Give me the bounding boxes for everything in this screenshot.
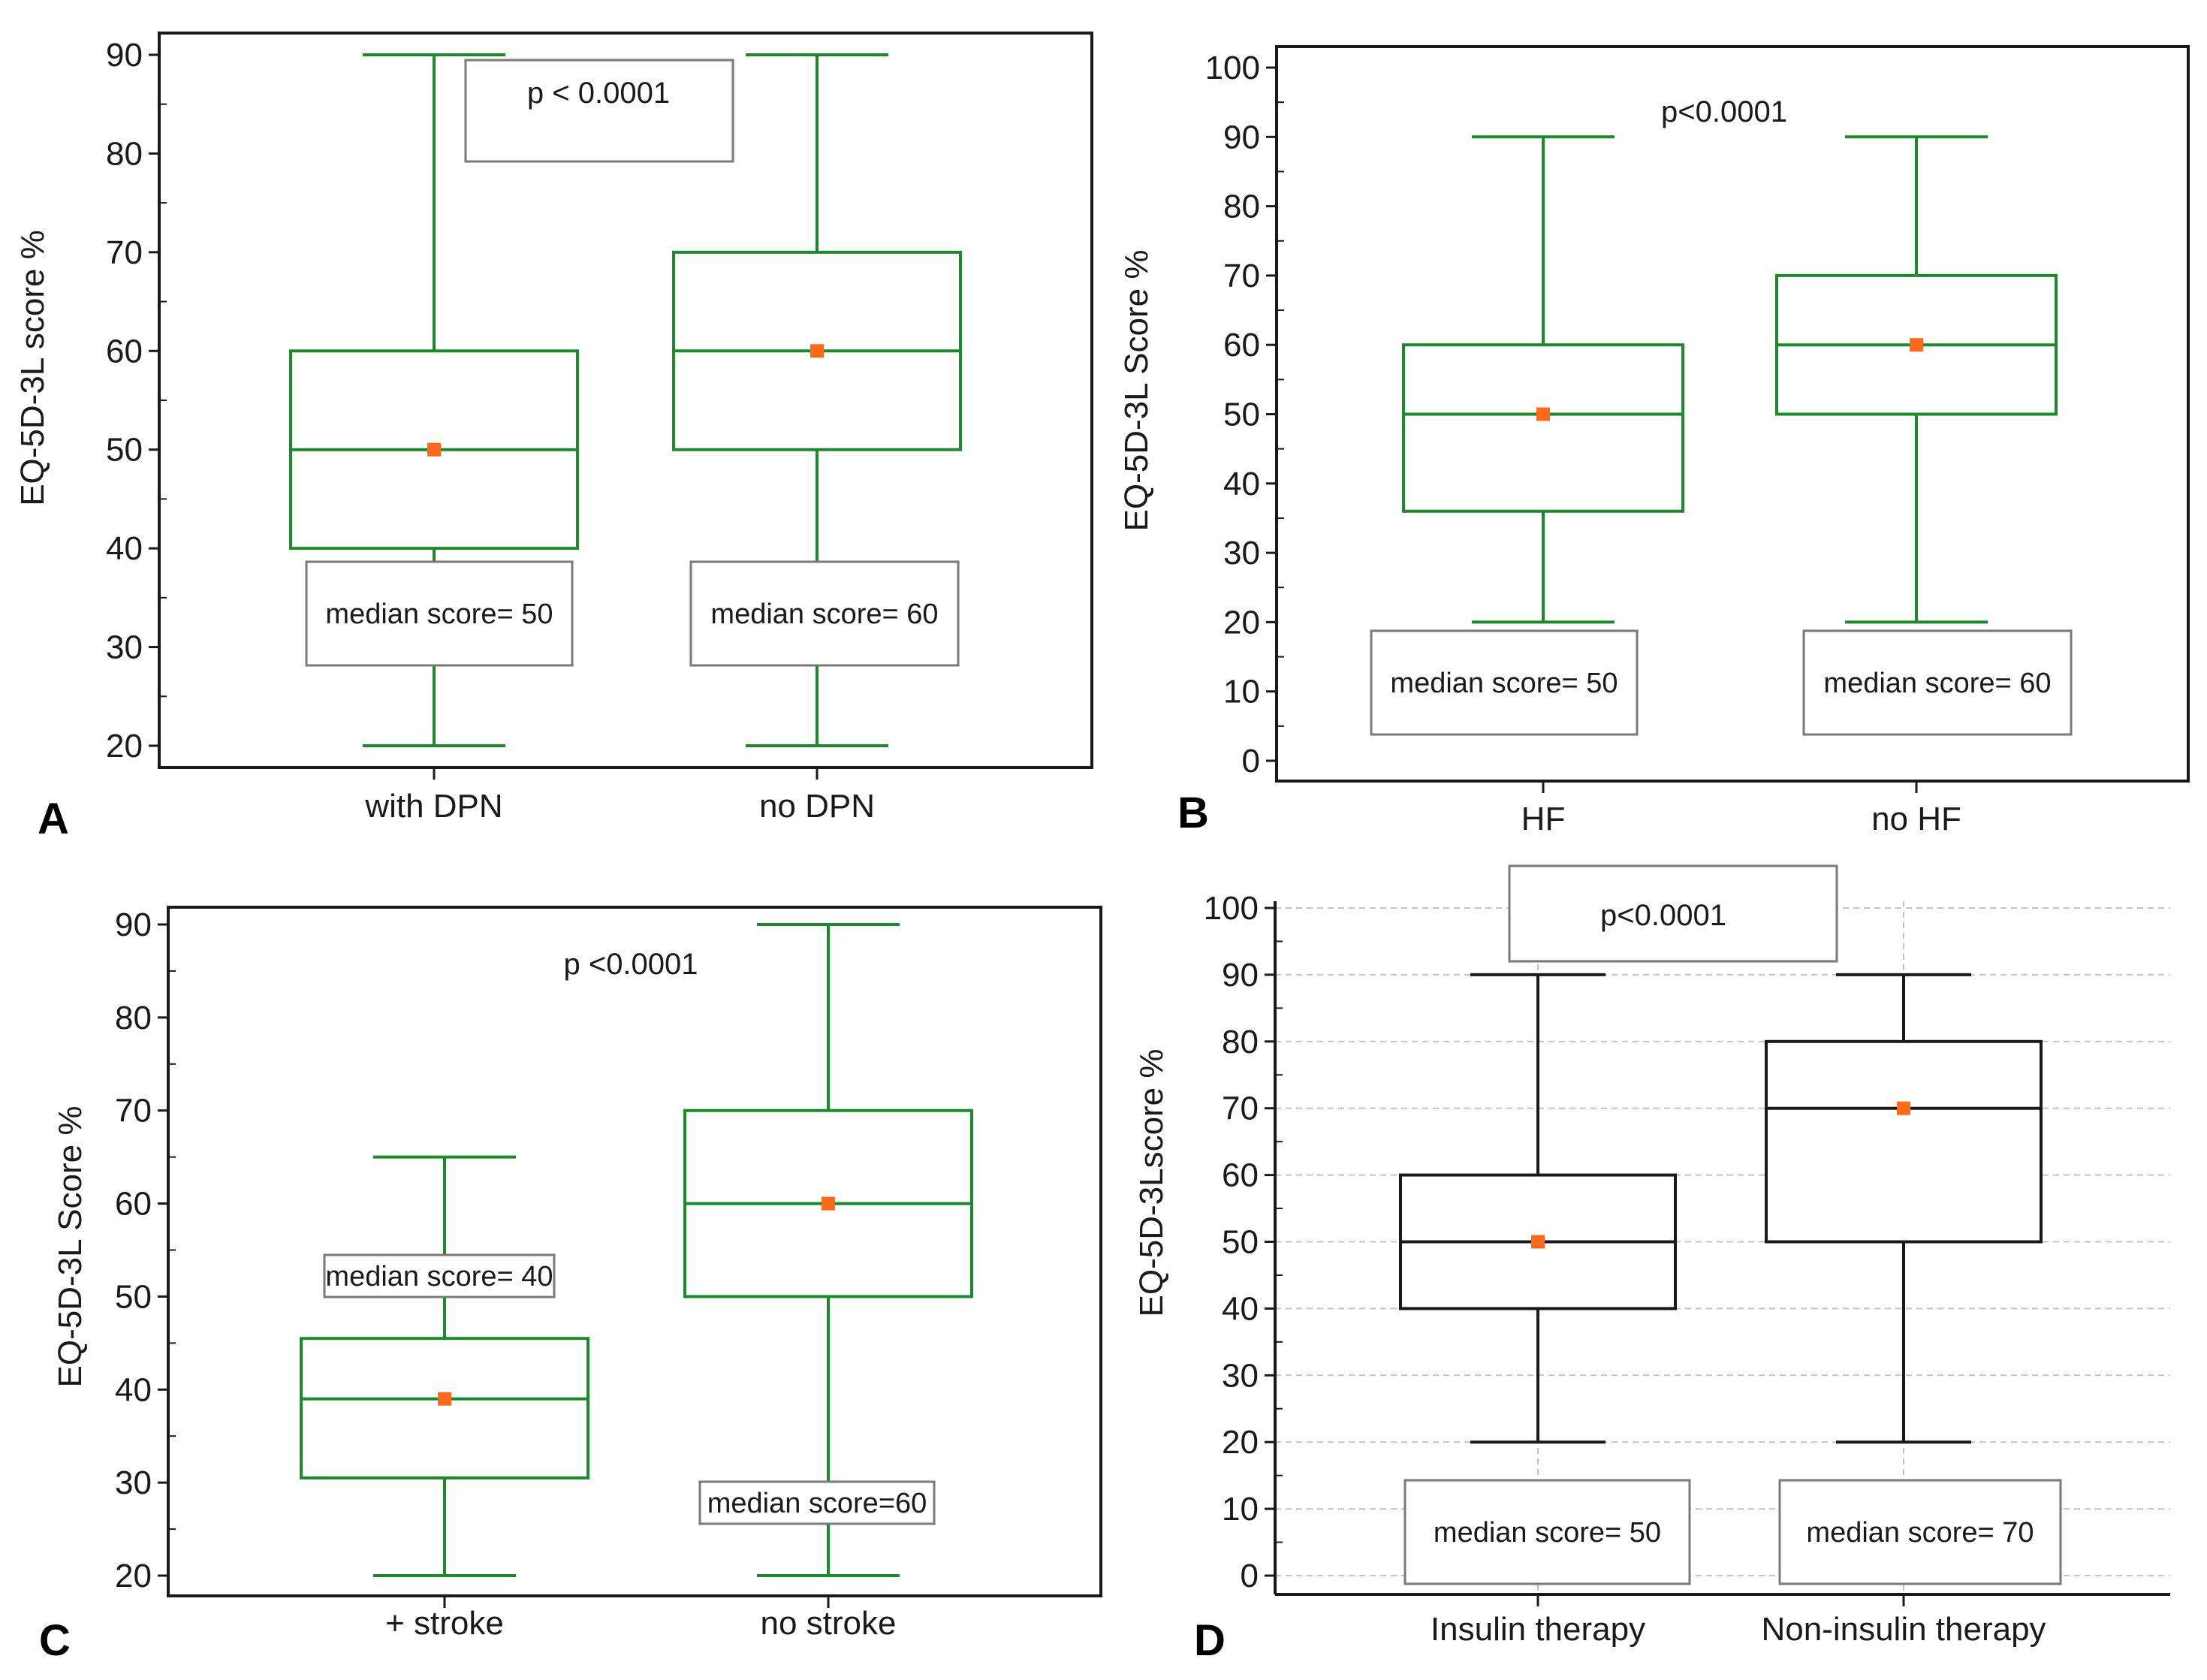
plot-frame [167, 906, 1102, 1597]
x-tick-label: no HF [1871, 801, 1961, 837]
y-tick-label: 30 [1222, 1357, 1259, 1394]
y-axis-label: EQ-5D-3Lscore % [1133, 1048, 1170, 1317]
panel-letter: A [38, 795, 69, 843]
iqr-box [1765, 1039, 2043, 1244]
p-value-label: p<0.0001 [1600, 899, 1726, 932]
y-tick-label: 60 [1223, 327, 1260, 363]
x-tick-label: with DPN [364, 788, 502, 825]
y-tick-label: 60 [1222, 1157, 1259, 1194]
x-tick-label: Insulin therapy [1431, 1611, 1645, 1648]
y-tick-label: 30 [1223, 535, 1260, 572]
y-axis-label: EQ-5D-3L Score % [1118, 250, 1155, 532]
y-tick-label: 40 [1222, 1290, 1259, 1327]
median-note-box [698, 1480, 936, 1525]
median-note-box [1403, 1479, 1691, 1585]
mean-marker [427, 442, 441, 457]
y-tick-label: 10 [1222, 1491, 1259, 1528]
median-note-label: median score= 60 [710, 599, 938, 630]
median-note-box [689, 560, 960, 667]
y-tick-label: 0 [1241, 1558, 1259, 1594]
median-note-box [1778, 1479, 2062, 1585]
y-tick-label: 50 [115, 1278, 152, 1315]
median-note-label: median score= 50 [1434, 1517, 1661, 1549]
y-tick-label: 100 [1205, 50, 1260, 86]
chart-panel-d: 0 10 20 30 40 50 60 70 80 90 100 EQ-5D-3Lscore % Ins… [1133, 864, 2170, 1665]
panel-letter: B [1177, 789, 1209, 837]
y-tick-label: 60 [115, 1186, 152, 1223]
mean-marker [1910, 338, 1923, 352]
mean-marker [1536, 407, 1550, 421]
y-tick-label: 20 [1223, 604, 1260, 641]
median-note-box [1370, 629, 1639, 736]
box-2 [1775, 135, 2058, 624]
median-note-label: median score= 50 [325, 599, 553, 630]
y-tick-label: 100 [1204, 890, 1259, 927]
box-1 [1402, 135, 1684, 624]
chart-panel-c: 20 30 40 50 60 70 80 90 EQ-5D-3L Score % + stroke… [39, 906, 1102, 1665]
median-note-label: median score= 70 [1806, 1517, 2034, 1549]
mean-marker [1897, 1101, 1910, 1115]
y-tick-label: 30 [115, 1464, 152, 1501]
box-2 [1765, 973, 2043, 1444]
x-tick-label: no stroke [761, 1605, 897, 1642]
y-tick-label: 70 [106, 234, 143, 271]
median-note-label: median score= 50 [1390, 668, 1618, 699]
y-tick-label: 70 [115, 1093, 152, 1130]
chart-panel-a: 20 30 40 50 60 70 80 90 EQ-5D-3L score % with DPN… [14, 32, 1093, 843]
y-tick-label: 70 [1223, 258, 1260, 294]
p-value-box [1508, 864, 1838, 963]
y-tick-label: 80 [1223, 189, 1260, 225]
y-tick-label: 80 [106, 135, 143, 172]
y-tick-label: 30 [106, 629, 143, 666]
y-tick-label: 60 [106, 333, 143, 369]
y-tick-label: 80 [115, 1000, 152, 1036]
y-tick-label: 90 [1223, 119, 1260, 155]
median-note-label: median score=60 [707, 1488, 927, 1519]
panel-letter: C [39, 1616, 71, 1665]
chart-panel-b: 0 10 20 30 40 50 60 70 80 90 100 EQ-5D-3L Score % HF… [1118, 45, 2190, 837]
y-axis-label: EQ-5D-3L Score % [52, 1106, 89, 1388]
y-tick-label: 40 [115, 1371, 152, 1408]
y-tick-label: 90 [106, 37, 143, 74]
x-tick-label: Non-insulin therapy [1761, 1611, 2046, 1648]
y-tick-label: 90 [1222, 957, 1259, 994]
y-tick-label: 50 [1223, 397, 1260, 433]
panel-letter: D [1194, 1616, 1226, 1665]
x-tick-label: HF [1521, 801, 1566, 837]
y-tick-label: 50 [1222, 1224, 1259, 1261]
y-tick-label: 20 [106, 728, 143, 765]
iqr-box [1402, 343, 1684, 513]
mean-marker [822, 1196, 835, 1211]
y-tick-label: 90 [115, 906, 152, 943]
box-2 [683, 923, 973, 1577]
p-value-box [464, 59, 734, 163]
mean-marker [438, 1392, 451, 1406]
p-value-label: p<0.0001 [1661, 95, 1787, 128]
y-tick-label: 20 [115, 1558, 152, 1594]
y-axis-label: EQ-5D-3L score % [14, 230, 51, 506]
median-note-label: median score= 40 [325, 1261, 553, 1292]
y-tick-label: 40 [106, 530, 143, 567]
x-tick-label: no DPN [759, 788, 875, 825]
y-tick-label: 80 [1222, 1024, 1259, 1060]
x-tick-label: + stroke [385, 1605, 504, 1642]
y-tick-label: 0 [1242, 743, 1260, 780]
y-tick-label: 10 [1223, 674, 1260, 710]
mean-marker [1531, 1235, 1545, 1249]
median-note-box [305, 560, 574, 667]
median-note-box [323, 1253, 556, 1298]
y-tick-label: 50 [106, 432, 143, 469]
p-value-label: p <0.0001 [563, 948, 698, 981]
box-1 [300, 1155, 589, 1577]
p-value-label: p < 0.0001 [527, 77, 670, 110]
y-tick-label: 40 [1223, 466, 1260, 502]
y-tick-label: 70 [1222, 1090, 1259, 1127]
y-tick-label: 20 [1222, 1424, 1259, 1461]
median-note-box [1802, 629, 2073, 736]
median-note-label: median score= 60 [1823, 668, 2051, 699]
iqr-box [300, 1337, 589, 1479]
mean-marker [810, 344, 824, 358]
box-1 [1399, 973, 1677, 1444]
